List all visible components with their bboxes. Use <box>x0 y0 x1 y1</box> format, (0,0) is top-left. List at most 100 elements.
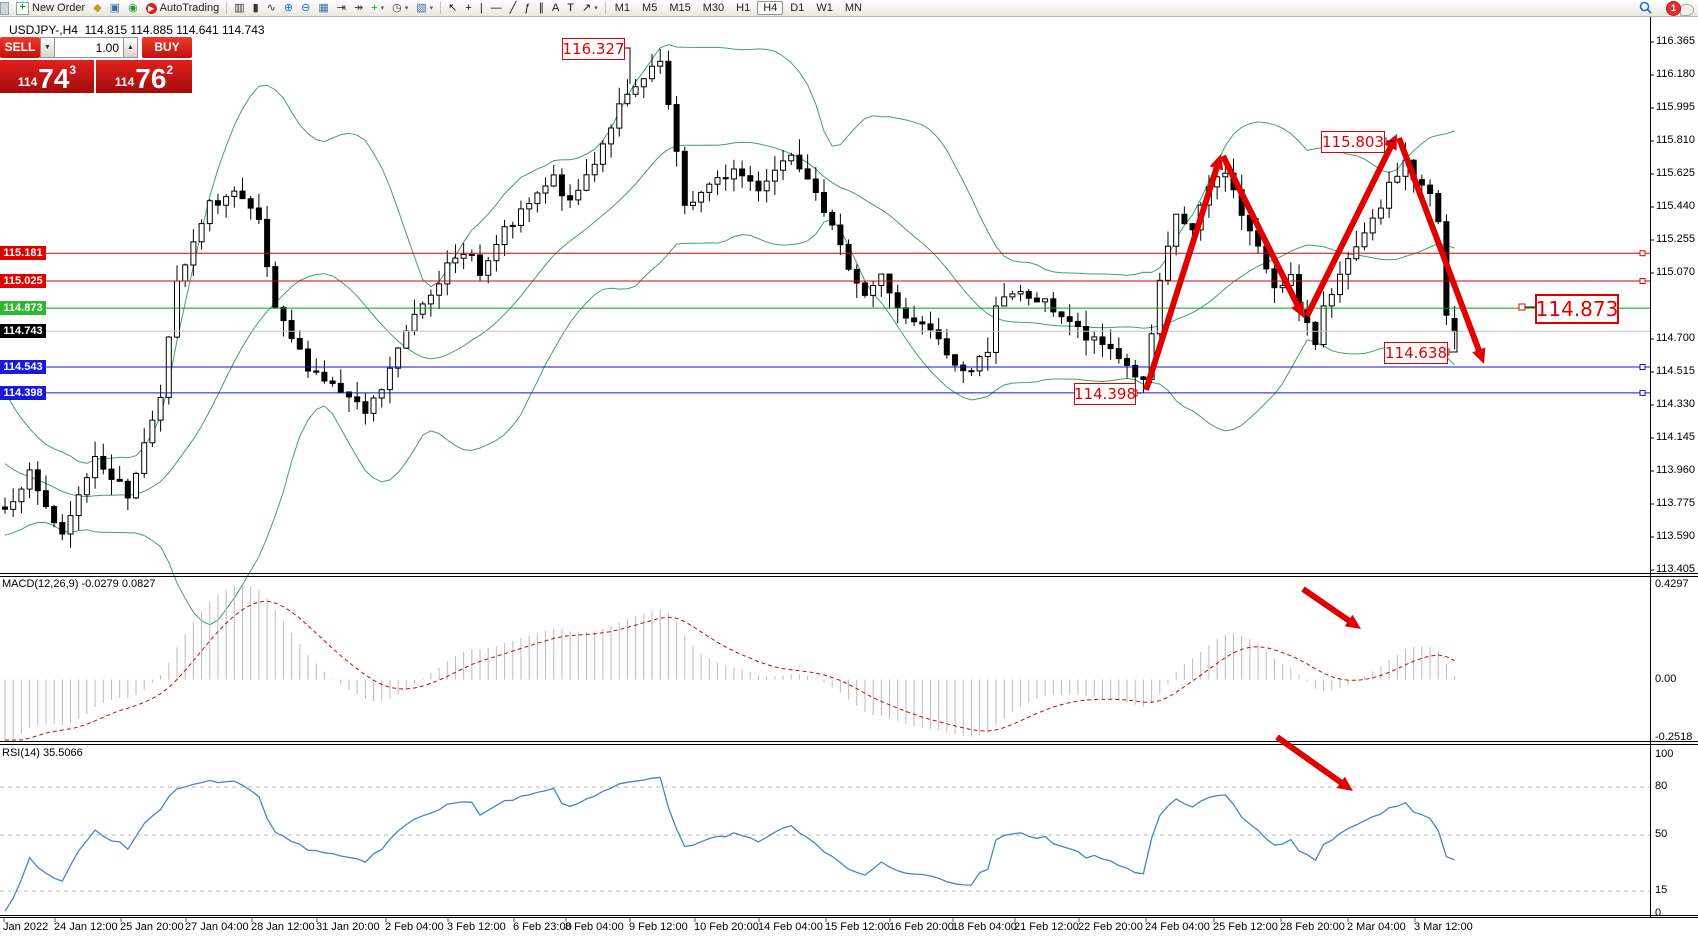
timeframe-button-m30[interactable]: M30 <box>702 1 725 14</box>
autotrading-icon: ▶ <box>145 2 157 14</box>
one-click-trading-widget: SELL ▼ ▲ BUY 114 74 3 114 76 2 <box>0 37 192 93</box>
periods-icon: ◷ <box>392 2 402 14</box>
zoom-out-icon: ⊖ <box>301 2 311 14</box>
notification-bubble-icon[interactable] <box>1680 4 1694 16</box>
volume-increase-button[interactable]: ▲ <box>123 37 138 58</box>
buy-price-panel[interactable]: 114 76 2 <box>96 60 192 93</box>
timeframe-button-mn[interactable]: MN <box>844 1 862 14</box>
new-order-button[interactable]: + New Order <box>12 1 89 16</box>
bollinger-bands <box>4 44 1455 626</box>
zoom-out-icon[interactable]: ⊖ <box>297 1 314 16</box>
price-callout[interactable]: 115.803 <box>1321 131 1385 153</box>
shapes-icon[interactable]: ↗ ▾ <box>578 1 602 16</box>
indicators-icon[interactable]: + ▾ <box>367 1 388 16</box>
buy-price-figure: 114 <box>114 75 135 89</box>
line-chart-icon[interactable]: ∿ <box>263 1 280 16</box>
toolbar-left-icons: ◆ ▣ ◉ <box>89 1 141 16</box>
macd-histogram <box>4 585 1456 740</box>
timeframe-button-w1[interactable]: W1 <box>816 1 833 14</box>
label-icon: T <box>567 2 575 14</box>
price-callout[interactable]: 114.398 <box>1073 383 1137 405</box>
toolbar-separator <box>226 2 228 14</box>
trendline-icon: ╱ <box>509 2 517 14</box>
bar-chart-icon[interactable]: ▥ <box>230 1 248 16</box>
crosshair-icon: + <box>465 2 472 14</box>
auto-scroll-icon: ↠ <box>353 2 364 14</box>
dropdown-arrow-icon[interactable]: ▾ <box>429 5 434 12</box>
new-order-label: New Order <box>32 2 86 14</box>
signals-icon[interactable]: ◉ <box>124 1 142 16</box>
channel-icon: ∥ <box>538 2 544 14</box>
toolbar-separator <box>604 2 606 14</box>
dropdown-arrow-icon[interactable]: ▾ <box>404 5 409 12</box>
data-window-icon[interactable]: ▣ <box>106 1 124 16</box>
panel-frames <box>0 17 1698 922</box>
dropdown-arrow-icon[interactable]: ▾ <box>594 5 598 12</box>
zoom-in-icon: ⊕ <box>283 2 294 14</box>
trend-arrows[interactable] <box>1143 134 1486 791</box>
rsi-line <box>4 776 1455 912</box>
signals-icon: ◉ <box>128 2 138 14</box>
timeframe-button-m5[interactable]: M5 <box>642 1 658 14</box>
channel-icon[interactable]: ∥ <box>534 1 548 16</box>
tile-windows-icon: ▦ <box>318 2 329 14</box>
text-icon: A <box>551 2 560 14</box>
periods-icon[interactable]: ◷ ▾ <box>388 1 412 16</box>
toolbar-draw-icons: ↖ + | — ╱ ƒ ∥ A T ↗ ▾ <box>444 1 602 16</box>
market-watch-icon[interactable]: ◆ <box>89 1 105 16</box>
cursor-icon[interactable]: ↖ <box>444 1 461 16</box>
candlesticks <box>2 48 1458 548</box>
notification-count-badge[interactable]: 1 <box>1666 1 1681 16</box>
symbol-period-label: USDJPY-,H4 <box>9 23 78 37</box>
vertical-line-icon[interactable]: | <box>476 1 487 16</box>
indicators-icon: + <box>371 2 378 14</box>
volume-input[interactable] <box>55 37 123 58</box>
price-level-lines[interactable] <box>0 250 1650 396</box>
buy-button[interactable]: BUY <box>142 37 192 58</box>
cursor-icon: ↖ <box>448 2 458 14</box>
zoom-in-icon[interactable]: ⊕ <box>280 1 297 16</box>
sell-price-panel[interactable]: 114 74 3 <box>0 60 96 93</box>
timeframe-button-h1[interactable]: H1 <box>736 1 751 14</box>
timeframe-button-m1[interactable]: M1 <box>614 1 631 14</box>
text-icon[interactable]: A <box>548 1 563 16</box>
templates-icon[interactable]: ▧ ▾ <box>412 1 437 16</box>
autotrading-label: AutoTrading <box>159 2 220 14</box>
price-callout[interactable]: 116.327 <box>562 38 625 60</box>
candlestick-chart-icon[interactable]: ▮ <box>249 1 263 16</box>
price-callout[interactable]: 114.638 <box>1384 342 1448 364</box>
templates-icon: ▧ <box>416 2 427 14</box>
trendline-icon[interactable]: ╱ <box>506 1 521 16</box>
timeframe-button-m15[interactable]: M15 <box>669 1 691 14</box>
sell-price-pips: 74 <box>38 63 70 94</box>
crosshair-icon[interactable]: + <box>461 1 475 16</box>
auto-scroll-icon[interactable]: ↠ <box>350 1 367 16</box>
shapes-icon: ↗ <box>582 2 592 14</box>
fibonacci-icon[interactable]: ƒ <box>520 1 534 16</box>
horizontal-line-icon: — <box>490 2 502 14</box>
horizontal-line-icon[interactable]: — <box>487 1 506 16</box>
label-icon[interactable]: T <box>563 1 578 16</box>
search-icon[interactable] <box>1639 1 1652 19</box>
market-watch-icon: ◆ <box>93 2 102 14</box>
volume-decrease-button[interactable]: ▼ <box>40 37 55 58</box>
toolbar-separator <box>440 2 442 14</box>
ohlc-values: 114.815 114.885 114.641 114.743 <box>84 23 265 37</box>
timeframe-button-h4[interactable]: H4 <box>757 0 784 15</box>
bar-chart-icon: ▥ <box>234 2 245 14</box>
price-callout[interactable]: 114.873 <box>1535 294 1619 324</box>
candlestick-chart-icon: ▮ <box>252 2 259 14</box>
clipped-toolbar-icon[interactable] <box>0 1 9 15</box>
toolbar-chart-icons: ▥ ▮ ∿ ⊕ ⊖ ▦ ⇥ ↠ + ▾ ◷ ▾ ▧ ▾ <box>230 1 437 16</box>
timeframe-bar: M1 M5 M15 M30 H1 H4 D1 W1 MN <box>609 0 868 15</box>
autotrading-button[interactable]: ▶ AutoTrading <box>142 1 224 16</box>
data-window-icon: ▣ <box>109 2 121 14</box>
timeframe-button-d1[interactable]: D1 <box>790 1 805 14</box>
sell-button[interactable]: SELL <box>0 37 40 58</box>
toolbar: + New Order ◆ ▣ ◉ ▶ AutoTrading ▥ ▮ ∿ ⊕ ⊖ ▦ ⇥ ↠ + ▾… <box>0 0 1698 17</box>
chart-shift-icon[interactable]: ⇥ <box>333 1 350 16</box>
dropdown-arrow-icon[interactable]: ▾ <box>380 5 385 12</box>
tile-windows-icon[interactable]: ▦ <box>314 1 332 16</box>
